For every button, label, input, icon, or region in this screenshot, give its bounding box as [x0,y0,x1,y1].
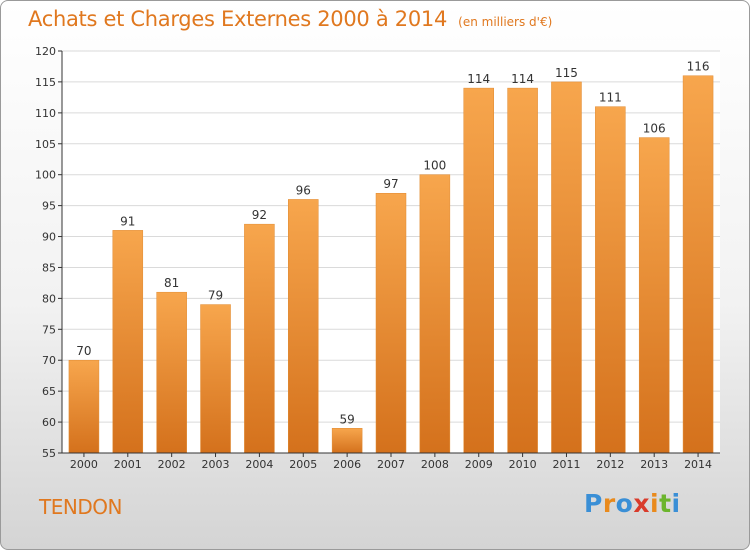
x-tick-label: 2005 [289,458,317,471]
y-tick-label: 90 [42,231,56,244]
y-tick-label: 105 [35,138,56,151]
logo-letter: P [584,489,603,518]
x-tick-label: 2013 [640,458,668,471]
y-tick-label: 60 [42,416,56,429]
place-name: TENDON [39,495,122,519]
logo-letter: i [650,489,660,518]
x-tick-label: 2006 [333,458,361,471]
y-tick-label: 110 [35,107,56,120]
logo-letter: i [671,489,681,518]
bar [595,106,626,454]
y-tick-label: 115 [35,76,56,89]
logo-letter: o [615,489,634,518]
proxiti-logo: Proxiti [584,489,681,518]
data-label: 97 [383,177,398,191]
x-tick-label: 2001 [114,458,142,471]
chart-subtitle: (en milliers d'€) [458,15,553,29]
y-tick-label: 65 [42,385,56,398]
x-tick-label: 2011 [552,458,580,471]
bar [551,81,582,454]
x-tick-label: 2003 [202,458,230,471]
logo-letter: x [633,489,650,518]
y-tick-label: 100 [35,169,56,182]
data-label: 96 [296,183,311,197]
data-label: 59 [339,412,354,426]
data-label: 116 [687,60,710,74]
x-tick-label: 2004 [245,458,273,471]
data-label: 111 [599,91,622,105]
bar [331,428,363,454]
y-tick-label: 70 [42,354,56,367]
data-label: 91 [120,214,135,228]
y-tick-label: 95 [42,200,56,213]
data-label: 81 [164,276,179,290]
data-label: 92 [252,208,267,222]
chart-title: Achats et Charges Externes 2000 à 2014 [28,7,448,31]
bar [375,192,407,454]
y-tick-label: 120 [35,45,56,58]
y-tick-label: 80 [42,292,56,305]
data-label: 106 [643,122,666,136]
data-label: 70 [76,344,91,358]
data-label: 115 [555,66,578,80]
x-tick-label: 2007 [377,458,405,471]
y-tick-label: 55 [42,447,56,460]
data-label: 114 [511,72,534,86]
chart-title-block: Achats et Charges Externes 2000 à 2014 (… [28,7,552,31]
x-tick-label: 2009 [465,458,493,471]
bar [288,199,319,454]
data-label: 114 [467,72,490,86]
bar [68,359,100,454]
y-tick-label: 75 [42,323,56,336]
bar [112,230,144,454]
data-label: 79 [208,289,223,303]
x-tick-label: 2000 [70,458,98,471]
bar [419,174,451,454]
bar [156,291,187,454]
data-label: 100 [423,159,446,173]
bar [507,87,538,454]
x-tick-label: 2008 [421,458,449,471]
bar [463,87,494,454]
x-tick-label: 2012 [596,458,624,471]
bar [682,75,714,454]
x-tick-label: 2014 [684,458,712,471]
logo-letter: t [659,489,672,518]
logo-letter: r [602,489,616,518]
bar [200,304,231,454]
bar [638,137,670,454]
y-tick-label: 85 [42,261,56,274]
x-tick-label: 2002 [158,458,186,471]
bar [244,223,275,454]
x-tick-label: 2010 [509,458,537,471]
